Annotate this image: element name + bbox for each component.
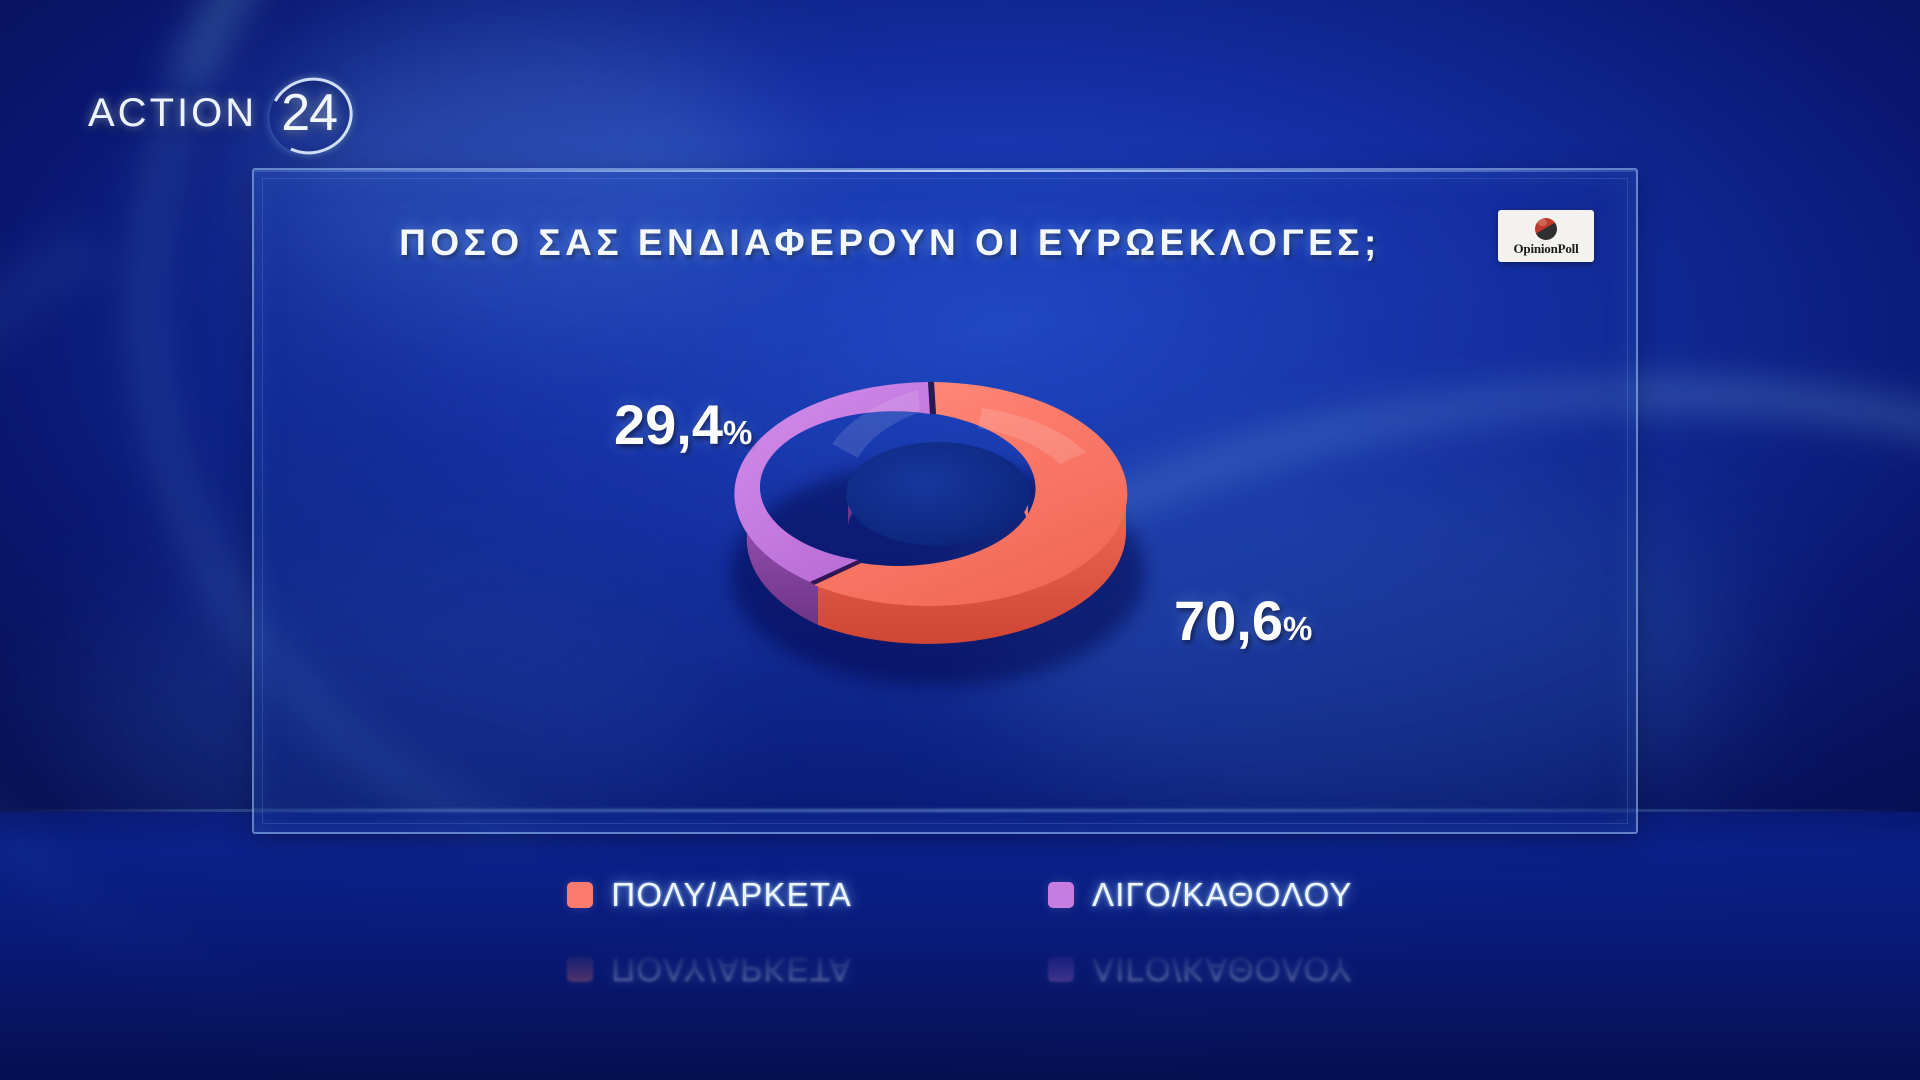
donut-chart-graphic xyxy=(682,312,1182,692)
channel-name: ACTION xyxy=(88,90,258,135)
chart-legend-reflection: ΠΟΛΥ/ΑΡΚΕΤΑ ΛΙΓΟ/ΚΑΘΟΛΟΥ xyxy=(0,950,1920,988)
legend-label-1: ΠΟΛΥ/ΑΡΚΕΤΑ xyxy=(611,876,852,913)
donut-chart: 29,4% 70,6% xyxy=(254,170,1636,832)
donut-hole xyxy=(846,442,1030,546)
channel-number: 24 xyxy=(281,84,338,142)
channel-logo: ACTION 24 xyxy=(88,66,363,166)
segment-2-value-label: 29,4% xyxy=(614,392,752,457)
legend-reflection-item-2: ΛΙΓΟ/ΚΑΘΟΛΟΥ xyxy=(1047,950,1353,988)
chart-legend: ΠΟΛΥ/ΑΡΚΕΤΑ ΛΙΓΟ/ΚΑΘΟΛΟΥ xyxy=(0,876,1920,914)
legend-reflection-item-1: ΠΟΛΥ/ΑΡΚΕΤΑ xyxy=(567,950,852,988)
donut-hole-wall-2 xyxy=(848,451,896,526)
pollster-logo: OpinionPoll xyxy=(1498,210,1594,262)
donut-segment-2-top xyxy=(734,382,930,582)
page-title: ΠΟΣΟ ΣΑΣ ΕΝΔΙΑΦΕΡΟΥΝ ΟΙ ΕΥΡΩΕΚΛΟΓΕΣ; xyxy=(399,222,1381,263)
panel-top-highlight xyxy=(254,170,1636,172)
donut-segment-2-outer-side xyxy=(746,494,818,625)
legend-label-2: ΛΙΓΟ/ΚΑΘΟΛΟΥ xyxy=(1091,876,1353,913)
panel-inner-border xyxy=(262,178,1628,824)
graphic-panel: ΠΟΣΟ ΣΑΣ ΕΝΔΙΑΦΕΡΟΥΝ ΟΙ ΕΥΡΩΕΚΛΟΓΕΣ; Opi… xyxy=(252,168,1638,834)
segment-1-value: 70,6 xyxy=(1174,589,1283,652)
donut-hole-wall-1 xyxy=(934,442,1028,526)
legend-reflection-swatch-2 xyxy=(1047,956,1074,982)
legend-reflection-label-2: ΛΙΓΟ/ΚΑΘΟΛΟΥ xyxy=(1091,951,1353,988)
legend-item-1: ΠΟΛΥ/ΑΡΚΕΤΑ xyxy=(567,876,852,914)
donut-segment-1-outer-side xyxy=(818,494,1126,644)
opinionpoll-circle-icon xyxy=(1535,217,1557,240)
channel-number-badge: 24 xyxy=(259,66,363,166)
donut-segment-1-top xyxy=(814,382,1128,606)
legend-swatch-2 xyxy=(1047,882,1074,908)
studio-floor xyxy=(0,812,1920,1080)
segment-2-unit: % xyxy=(723,414,753,451)
legend-swatch-1 xyxy=(567,882,594,908)
segment-1-unit: % xyxy=(1283,610,1313,647)
legend-item-2: ΛΙΓΟ/ΚΑΘΟΛΟΥ xyxy=(1047,876,1353,914)
segment-2-value: 29,4 xyxy=(614,393,723,456)
legend-reflection-label-1: ΠΟΛΥ/ΑΡΚΕΤΑ xyxy=(611,951,852,988)
pollster-name: OpinionPoll xyxy=(1513,240,1579,256)
legend-reflection-swatch-1 xyxy=(567,956,594,982)
segment-1-value-label: 70,6% xyxy=(1174,588,1312,653)
